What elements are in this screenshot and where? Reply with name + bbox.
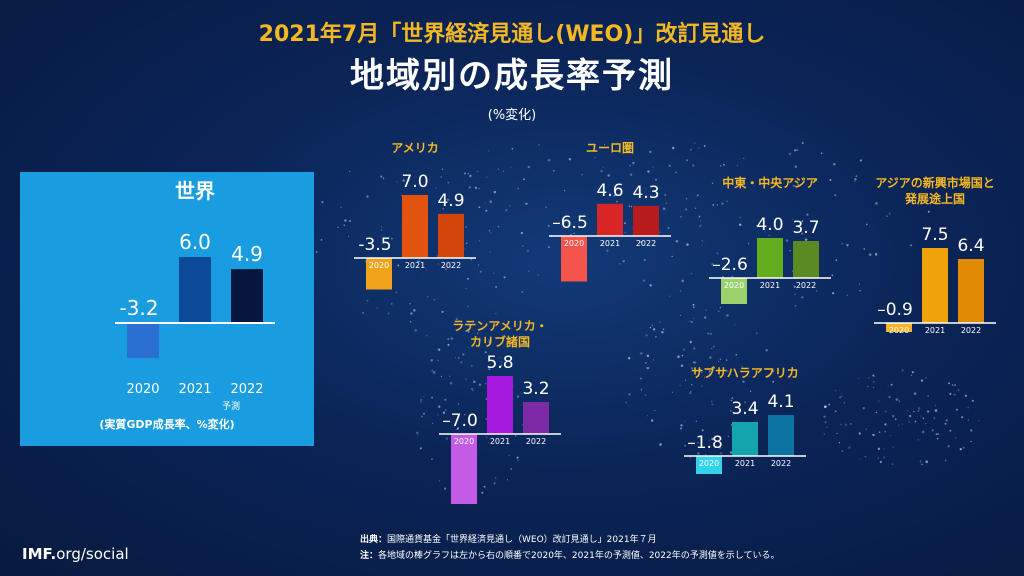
bar-latam-2022: [523, 402, 549, 434]
category-label-asia-2021: 2021: [925, 326, 945, 335]
note-text: 各地域の棒グラフは左から右の順番で2020年、2021年の予測値、2022年の予…: [378, 551, 780, 561]
chart-title-latam: ラテンアメリカ・: [452, 319, 547, 333]
value-label-mideast-2022: 3.7: [792, 218, 819, 238]
bar-ssa-2022: [768, 415, 794, 456]
category-label-euro-2022: 2022: [636, 239, 656, 248]
value-label-ssa-2020: –1.8: [687, 433, 723, 453]
chart-title-mideast: 中東・中央アジア: [722, 175, 818, 190]
category-label-ssa-2020: 2020: [699, 459, 719, 468]
category-label-world-2021: 2021: [178, 382, 211, 397]
world-note: (実質GDP成長率、%変化): [99, 417, 234, 431]
value-label-latam-2021: 5.8: [486, 353, 513, 373]
logo-bold: IMF.: [22, 545, 57, 563]
chart-subtitle: 2021年7月「世界経済見通し(WEO)」改訂見通し: [258, 22, 766, 47]
category-label-euro-2020: 2020: [564, 239, 584, 248]
forecast-label: 予測: [222, 400, 240, 412]
category-label-asia-2022: 2022: [961, 326, 981, 335]
chart-title-latam-line2: カリブ諸国: [470, 334, 530, 349]
bar-world-2020: [127, 323, 159, 359]
value-label-euro-2021: 4.6: [596, 181, 623, 201]
bar-world-2021: [179, 257, 211, 323]
value-label-euro-2020: –6.5: [552, 213, 588, 233]
source-line: 出典：国際通貨基金「世界経済見通し（WEO）改訂見通し」2021年７月: [360, 532, 657, 545]
category-label-america-2020: 2020: [369, 261, 389, 270]
bar-ssa-2020: [696, 456, 722, 474]
category-label-mideast-2021: 2021: [760, 281, 780, 290]
bar-america-2020: [366, 258, 392, 290]
value-label-latam-2020: –7.0: [442, 411, 478, 431]
chart-title-america: アメリカ: [391, 141, 438, 155]
chart-euro: ユーロ圏 –6.5 2020 4.6 2021 4.3 2022: [549, 141, 671, 282]
category-label-latam-2020: 2020: [454, 437, 474, 446]
category-label-asia-2020: 2020: [889, 326, 909, 335]
chart-title-asia: アジアの新興市場国と: [875, 175, 995, 190]
note-label: 注：: [360, 551, 379, 561]
value-label-asia-2021: 7.5: [921, 225, 948, 245]
bar-latam-2020: [451, 434, 477, 504]
source-text: 国際通貨基金「世界経済見通し（WEO）改訂見通し」2021年７月: [387, 535, 657, 545]
chart-title: 地域別の成長率予測: [350, 56, 674, 96]
chart-world: 世界 -3.2 2020 6.0 2021 4.9 2022 予測 (実質GDP成長率、%変化): [99, 179, 275, 431]
chart-title-ssa: サブサハラアフリカ: [691, 365, 799, 380]
value-label-america-2021: 7.0: [401, 172, 428, 192]
bar-euro-2020: [561, 236, 587, 282]
source-label: 出典：: [360, 535, 388, 545]
value-label-asia-2020: –0.9: [877, 300, 913, 320]
value-label-mideast-2021: 4.0: [756, 215, 783, 235]
bar-asia-2022: [958, 259, 984, 323]
bar-america-2021: [402, 195, 428, 258]
chart-ssa: サブサハラアフリカ –1.8 2020 3.4 2021 4.1 2022: [684, 365, 806, 474]
bar-latam-2021: [487, 376, 513, 434]
value-label-ssa-2021: 3.4: [731, 399, 758, 419]
category-label-euro-2021: 2021: [600, 239, 620, 248]
chart-title-asia-line2: 発展途上国: [904, 191, 965, 206]
bar-euro-2021: [597, 203, 623, 236]
category-label-world-2020: 2020: [126, 382, 159, 397]
category-label-america-2021: 2021: [405, 261, 425, 270]
category-label-mideast-2020: 2020: [724, 281, 744, 290]
value-label-world-2020: -3.2: [119, 296, 158, 320]
value-label-asia-2022: 6.4: [957, 236, 984, 256]
value-label-latam-2022: 3.2: [522, 379, 549, 399]
bar-euro-2022: [633, 205, 659, 236]
category-label-latam-2021: 2021: [490, 437, 510, 446]
bar-asia-2021: [922, 248, 948, 323]
value-label-america-2020: -3.5: [358, 235, 391, 255]
bar-world-2022: [231, 269, 263, 323]
value-label-euro-2022: 4.3: [632, 183, 659, 203]
chart-latam: ラテンアメリカ・カリブ諸国 –7.0 2020 5.8 2021 3.2 2022: [439, 319, 561, 504]
imf-logo[interactable]: IMF.org/social: [22, 545, 129, 563]
bar-ssa-2021: [732, 422, 758, 456]
bar-mideast-2022: [793, 241, 819, 278]
note-line: 注：各地域の棒グラフは左から右の順番で2020年、2021年の予測値、2022年…: [360, 548, 779, 561]
value-label-mideast-2020: –2.6: [712, 255, 748, 275]
chart-mideast: 中東・中央アジア –2.6 2020 4.0 2021 3.7 2022: [709, 175, 831, 304]
category-label-america-2022: 2022: [441, 261, 461, 270]
bar-america-2022: [438, 213, 464, 258]
bar-asia-2020: [886, 323, 912, 332]
value-label-america-2022: 4.9: [437, 191, 464, 211]
logo-rest: org/social: [56, 545, 129, 563]
value-label-ssa-2022: 4.1: [767, 392, 794, 412]
bar-mideast-2021: [757, 238, 783, 278]
chart-america: アメリカ -3.5 2020 7.0 2021 4.9 2022: [354, 141, 476, 290]
category-label-latam-2022: 2022: [526, 437, 546, 446]
chart-title-world: 世界: [175, 179, 215, 203]
world-panel-box: [20, 172, 314, 446]
bar-mideast-2020: [721, 278, 747, 304]
category-label-ssa-2021: 2021: [735, 459, 755, 468]
chart-title-euro: ユーロ圏: [586, 141, 634, 155]
value-label-world-2022: 4.9: [231, 242, 263, 266]
category-label-mideast-2022: 2022: [796, 281, 816, 290]
category-label-ssa-2022: 2022: [771, 459, 791, 468]
unit-label: (%変化): [487, 108, 537, 123]
value-label-world-2021: 6.0: [179, 230, 211, 254]
category-label-world-2022: 2022: [230, 382, 263, 397]
